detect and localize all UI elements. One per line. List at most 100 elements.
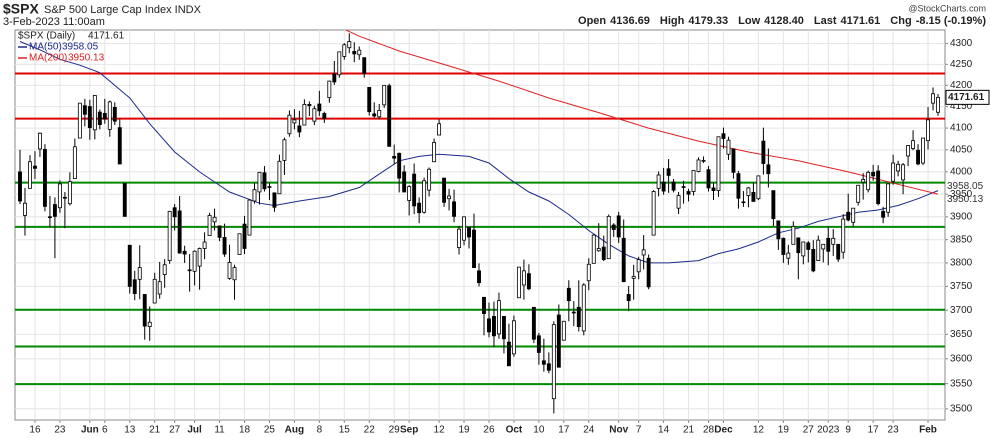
candle-body [931,93,935,104]
candle-body [936,96,940,113]
candle-body [651,191,656,236]
candle-body [751,192,756,202]
candle-body [536,335,541,353]
candle-body [516,266,521,299]
candle-body [786,252,791,259]
y-tick-label: 3900 [950,211,973,222]
candle-body [761,140,766,164]
candle-body [117,127,122,165]
x-tick-label: 16 [29,425,41,436]
y-tick-label: 4300 [950,38,973,49]
watermark: @StockCharts.com [908,3,986,13]
candle-body [317,103,322,112]
candle-body [906,145,911,157]
candle-body [497,300,501,335]
candle-body [482,296,486,314]
candle-body [232,267,237,281]
candle-body [846,211,851,221]
candle-body [502,316,506,340]
candle-body [631,276,636,279]
candle-body [681,186,686,188]
y-tick-label: 3950 [950,189,973,200]
candle-body [457,228,461,248]
candle-body [82,105,87,115]
y-tick-label: 4050 [950,144,973,155]
candle-body [701,159,706,162]
candle-body [217,225,222,238]
x-tick-label: 18 [239,425,251,436]
stat-label: Open [578,15,606,27]
candle-body [112,107,117,122]
candle-body [836,243,841,260]
x-tick-label: 17 [558,425,570,436]
candle-body [776,220,781,240]
candle-body [591,234,596,264]
candle-body [167,210,172,261]
candle-body [766,164,771,175]
symbol: $SPX [3,1,39,17]
candle-body [142,294,147,327]
candle-body [616,215,621,238]
x-tick-label: Jul [187,425,202,436]
candle-body [467,226,471,238]
x-tick-label: Oct [506,425,523,436]
candle-body [916,149,921,165]
candle-body [312,108,317,122]
candle-body [62,196,67,199]
candle-body [901,164,906,181]
candle-body [147,321,152,327]
candle-body [711,187,716,192]
stat-value: 4136.69 [610,15,650,27]
candle-body [796,237,801,254]
candle-body [397,152,402,179]
x-tick-label: Dec [714,425,733,436]
candle-body [686,191,691,195]
y-tick-label: 4250 [950,59,973,70]
x-tick-label: 26 [483,425,495,436]
stat-label: High [660,15,685,27]
candle-body [132,279,137,294]
candle-body [302,104,307,126]
stat-value: 4128.40 [764,15,804,27]
candle-body [926,119,930,142]
candle-body [287,114,292,135]
x-tick-label: 6 [102,425,108,436]
legend-label: MA(50) [29,42,62,53]
candle-body [182,250,187,255]
candle-body [432,142,437,163]
stat-label: Last [814,15,837,27]
candle-body [447,195,452,200]
candle-body [97,111,102,126]
y-tick-label: 3600 [950,353,973,364]
stat-label: Low [738,15,760,27]
candle-body [192,250,197,272]
candle-body [392,156,397,159]
y-tick-label: 4100 [950,123,973,134]
candle-body [33,165,37,169]
candle-body [726,139,731,155]
candle-body [556,314,561,368]
legend-value: 3950.13 [68,53,105,64]
x-tick-label: 10 [533,425,545,436]
candle-body [377,110,382,118]
y-tick-label: 3750 [950,281,973,292]
price-label: 3958.05 [947,181,984,192]
candle-body [636,259,641,273]
candle-body [162,264,167,276]
candle-body [362,57,367,74]
candle-body [646,257,651,288]
candle-body [921,137,925,164]
candle-body [511,320,516,355]
candle-body [581,284,586,332]
candle-body [741,201,746,204]
x-tick-label: 23 [888,425,900,436]
candle-body [691,170,696,192]
candle-body [72,146,77,179]
candle-body [472,229,476,268]
candle-body [77,102,82,139]
candle-body [477,270,481,284]
candle-body [257,171,262,193]
candle-body [831,237,836,245]
candle-body [716,136,721,192]
